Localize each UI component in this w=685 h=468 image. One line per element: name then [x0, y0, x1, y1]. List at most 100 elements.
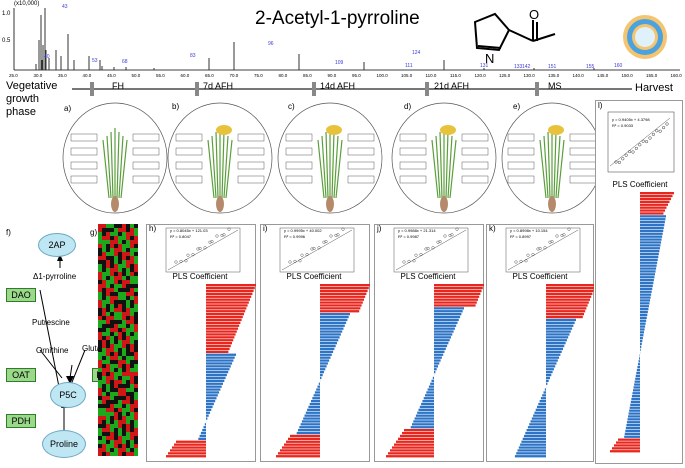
heatmap-cell: [118, 280, 122, 284]
pls-bar: [170, 449, 206, 452]
heatmap-cell: [114, 336, 118, 340]
plant-root: [548, 196, 556, 212]
heatmap-cell: [118, 356, 122, 360]
pls-bar: [626, 424, 640, 427]
heatmap-cell: [122, 280, 126, 284]
heatmap-cell: [110, 444, 114, 448]
heatmap-cell: [134, 428, 138, 432]
gene-label-box: [569, 161, 597, 170]
heatmap-cell: [126, 404, 130, 408]
pls-bar: [434, 365, 438, 368]
pls-bar: [640, 273, 655, 276]
ms-peak-label: 53: [92, 58, 98, 64]
panel-c-label: c): [288, 102, 295, 111]
heatmap-cell: [126, 436, 130, 440]
pls-bar: [418, 408, 434, 411]
heatmap-cell: [106, 444, 110, 448]
pathway-node-proline: Proline: [42, 430, 86, 458]
pls-bar: [313, 394, 320, 397]
plant-panicle: [326, 125, 342, 135]
scatter-point: [526, 253, 530, 257]
gene-label-box: [347, 147, 375, 156]
scatter-point: [341, 227, 345, 231]
ms-x-tick: 55.0: [156, 73, 165, 78]
heatmap-cell: [122, 224, 126, 228]
gene-label-box: [569, 175, 597, 184]
pls-bar: [320, 298, 364, 301]
pls-bar: [172, 446, 206, 449]
pls-bar: [434, 350, 445, 353]
ms-peak-label: 109: [335, 60, 344, 66]
heatmap-cell: [122, 248, 126, 252]
ms-x-tick: 135.0: [548, 73, 560, 78]
ms-y-tick-2: 0.5: [2, 38, 11, 44]
enzyme-oat: OAT: [6, 368, 36, 382]
heatmap-cell: [126, 336, 130, 340]
heatmap-cell: [126, 328, 130, 332]
heatmap-cell: [118, 232, 122, 236]
scatter-point: [424, 247, 428, 251]
pls-bar: [434, 347, 446, 351]
heatmap-cell: [126, 252, 130, 256]
heatmap-cell: [114, 404, 118, 408]
heatmap-cell: [102, 404, 106, 408]
heatmap-cell: [134, 328, 138, 332]
scatter-point: [560, 233, 564, 237]
heatmap-cell: [110, 252, 114, 256]
pls-bar: [546, 295, 592, 298]
heatmap-cell: [134, 288, 138, 292]
scatter-point: [329, 234, 333, 238]
gene-label-box: [285, 133, 313, 142]
heatmap-cell: [130, 392, 134, 396]
timeline-left-label: Vegetative growth phase: [6, 80, 58, 118]
heatmap-cell: [118, 376, 122, 380]
heatmap-cell: [134, 256, 138, 260]
heatmap-cell: [134, 304, 138, 308]
heatmap-cell: [126, 248, 130, 252]
pls-bar: [206, 286, 255, 290]
pls-bar: [631, 397, 640, 401]
heatmap-cell: [130, 244, 134, 248]
pathway-pyrroline: Δ1-pyrroline: [33, 272, 77, 281]
heatmap-cell: [134, 340, 138, 344]
scatter-point: [638, 143, 642, 147]
pls-bar: [284, 443, 320, 446]
scatter-point: [438, 240, 442, 244]
plant-leaf: [102, 139, 110, 199]
heatmap-cell: [130, 432, 134, 436]
heatmap-cell: [98, 428, 102, 432]
heatmap-cell: [106, 276, 110, 280]
pls-bar: [320, 286, 369, 290]
gene-label-box: [507, 175, 535, 184]
heatmap-cell: [130, 420, 134, 424]
pls-bar: [640, 238, 662, 241]
pls-bar: [546, 304, 588, 307]
plant-panicle: [440, 125, 456, 135]
heatmap-cell: [134, 436, 138, 440]
pls-bar: [206, 336, 235, 339]
heatmap-cell: [118, 288, 122, 292]
heatmap-cell: [122, 276, 126, 280]
pls-bar: [425, 394, 434, 397]
heatmap-cell: [126, 316, 130, 320]
heatmap-cell: [106, 420, 110, 424]
pls-bar: [434, 289, 482, 293]
pls-bar: [618, 438, 640, 441]
heatmap-cell: [114, 440, 118, 444]
heatmap-cell: [122, 384, 126, 388]
pls-bar: [206, 353, 236, 356]
heatmap-cell: [102, 268, 106, 272]
gene-label-box: [237, 175, 265, 184]
heatmap-cell: [114, 344, 118, 348]
pls-bar: [640, 322, 646, 325]
ms-x-tick: 125.0: [499, 73, 511, 78]
pls-bar: [206, 368, 230, 371]
heatmap-cell: [134, 248, 138, 252]
pls-bar: [640, 293, 652, 296]
heatmap-cell: [114, 392, 118, 396]
heatmap-cell: [134, 360, 138, 364]
heatmap-cell: [118, 312, 122, 316]
heatmap-cell: [122, 376, 126, 380]
heatmap-cell: [118, 452, 122, 456]
pls-bar: [640, 287, 653, 290]
